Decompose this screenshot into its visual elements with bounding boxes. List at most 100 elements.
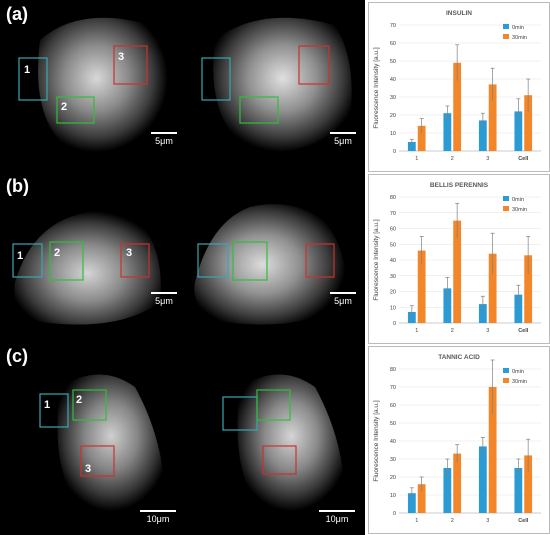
micrograph-b-before: 1 2 3 (b) 5μm — [0, 172, 185, 342]
legend-swatch-30min — [503, 206, 509, 211]
bar-0min-2 — [443, 113, 452, 151]
y-tick-label: 40 — [390, 439, 396, 445]
region-box-3 — [80, 445, 115, 477]
y-tick-label: 60 — [390, 41, 396, 47]
x-tick-label: 1 — [415, 518, 418, 524]
cell-image-a-after — [201, 17, 352, 152]
bar-0min-2 — [443, 468, 452, 513]
scale-bar-c-before: 10μm — [136, 510, 180, 524]
region-label-3: 3 — [126, 247, 132, 259]
x-tick-label: 1 — [415, 328, 418, 334]
x-tick-label: Cell — [518, 518, 529, 524]
region-box-2 — [239, 96, 279, 124]
region-label-1: 1 — [44, 399, 50, 411]
legend-label-30min: 30min — [512, 35, 527, 41]
legend-label-0min: 0min — [512, 25, 524, 31]
panel-row-b: 1 2 3 (b) 5μm 5μm — [0, 172, 550, 342]
x-tick-label: Cell — [518, 328, 529, 334]
legend-label-30min: 30min — [512, 379, 527, 385]
cell-image-b-before: 1 2 3 — [12, 210, 161, 325]
x-tick-label: 2 — [451, 328, 454, 334]
bar-0min-Cell — [514, 294, 523, 323]
bar-0min-1 — [407, 493, 416, 513]
bar-0min-3 — [478, 446, 487, 513]
y-tick-label: 10 — [390, 305, 396, 311]
legend-swatch-0min — [503, 196, 509, 201]
y-axis-label: Fluorescence Intensity [a.u.] — [373, 47, 380, 128]
x-tick-label: 3 — [486, 518, 489, 524]
scale-bar-c-after: 10μm — [315, 510, 359, 524]
scale-bar-a-before: 5μm — [148, 132, 180, 146]
panel-letter-b: (b) — [6, 176, 29, 196]
y-tick-label: 60 — [390, 227, 396, 233]
region-box-3 — [298, 45, 330, 85]
y-tick-label: 40 — [390, 258, 396, 264]
region-box-1 — [197, 243, 229, 278]
chart-tannic-acid-svg: TANNIC ACID 0 10 20 30 40 50 60 70 80 Fluorescence… — [373, 354, 541, 524]
cell-image-a-before: 1 2 3 — [18, 17, 168, 152]
y-tick-label: 20 — [390, 290, 396, 296]
region-box-2 — [232, 241, 268, 281]
scale-bar-label: 5μm — [334, 296, 352, 306]
scale-bar-label: 10μm — [146, 514, 170, 524]
y-tick-label: 70 — [390, 23, 396, 29]
chart-title: BELLIS PERENNIS — [430, 182, 489, 189]
micrograph-b-after: 5μm — [185, 172, 365, 342]
region-box-1 — [201, 57, 231, 101]
cell-image-c-before: 1 2 3 — [39, 374, 165, 511]
x-tick-label: 3 — [486, 328, 489, 334]
region-label-3: 3 — [118, 51, 124, 63]
panel-letter-a: (a) — [6, 4, 28, 24]
x-tick-label: 2 — [451, 518, 454, 524]
chart-tannic-acid: TANNIC ACID 0 10 20 30 40 50 60 70 80 Fluorescence… — [368, 346, 550, 534]
cell-image-b-after — [194, 204, 346, 325]
y-tick-label: 0 — [393, 511, 396, 517]
y-tick-label: 80 — [390, 195, 396, 201]
legend-swatch-30min — [503, 378, 509, 383]
bar-0min-Cell — [514, 111, 523, 151]
y-axis-label: Fluorescence Intensity [a.u.] — [373, 219, 380, 300]
bar-30min-1 — [417, 125, 426, 151]
chart-insulin-svg: INSULIN 0 10 20 30 40 50 60 70 Fluorescence Inten… — [373, 10, 541, 162]
region-box-3 — [120, 243, 150, 278]
region-box-3 — [305, 243, 335, 278]
y-tick-label: 30 — [390, 457, 396, 463]
panel-row-c: 1 2 3 (c) 10μm 10μ — [0, 342, 550, 535]
bar-30min-2 — [453, 62, 462, 151]
bar-30min-1 — [417, 484, 426, 513]
region-box-2 — [49, 241, 84, 281]
bar-30min-Cell — [524, 255, 533, 323]
micrograph-c-after: 10μm — [185, 342, 365, 535]
region-box-1 — [18, 57, 48, 101]
legend-swatch-0min — [503, 368, 509, 373]
region-box-2 — [72, 389, 107, 421]
bar-30min-3 — [488, 387, 497, 513]
panel-row-a: 1 2 3 (a) 5μm 5μm — [0, 0, 550, 172]
bar-0min-3 — [478, 120, 487, 151]
y-tick-label: 0 — [393, 149, 396, 155]
bar-30min-2 — [453, 220, 462, 323]
micrograph-a-after: 5μm — [185, 0, 365, 172]
x-tick-label: 3 — [486, 156, 489, 162]
panel-letter-c: (c) — [6, 346, 28, 366]
y-tick-label: 50 — [390, 242, 396, 248]
scale-bar-b-before: 5μm — [148, 292, 180, 306]
y-tick-label: 70 — [390, 385, 396, 391]
cell-image-c-after — [222, 374, 345, 511]
chart-title: INSULIN — [446, 10, 472, 17]
y-tick-label: 10 — [390, 493, 396, 499]
region-box-1 — [12, 243, 43, 278]
y-tick-label: 0 — [393, 321, 396, 327]
region-box-2 — [56, 96, 95, 124]
scale-bar-label: 10μm — [325, 514, 349, 524]
legend-label-0min: 0min — [512, 197, 524, 203]
scale-bar-label: 5μm — [155, 136, 173, 146]
y-tick-label: 20 — [390, 113, 396, 119]
legend-swatch-0min — [503, 24, 509, 29]
scale-bar-a-after: 5μm — [327, 132, 359, 146]
y-tick-label: 50 — [390, 59, 396, 65]
bar-30min-Cell — [524, 455, 533, 513]
y-tick-label: 30 — [390, 274, 396, 280]
region-box-2 — [256, 389, 291, 421]
bar-0min-2 — [443, 288, 452, 323]
